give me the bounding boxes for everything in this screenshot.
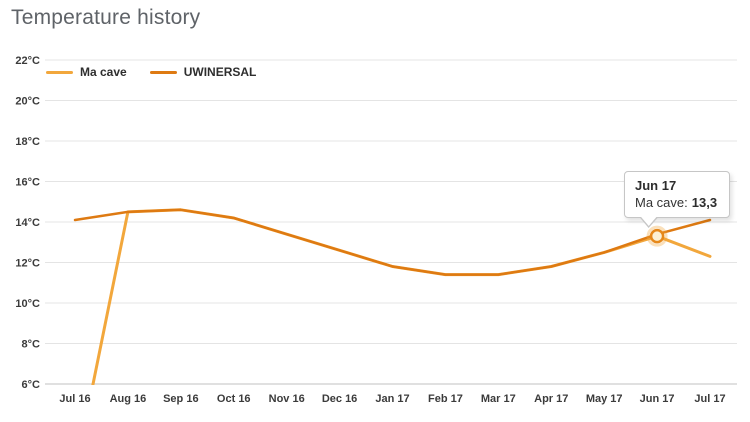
tooltip-value: 13,3: [691, 195, 718, 210]
tooltip-date: Jun 17: [635, 178, 677, 193]
legend-label-ma-cave: Ma cave: [80, 65, 127, 79]
highlight-marker-halo: [646, 225, 668, 247]
tooltip-value-row: Ma cave: 13,3: [635, 195, 719, 210]
series-line-ma-cave[interactable]: [75, 208, 712, 422]
y-axis-tick-label: 6°C: [22, 379, 41, 391]
ma-cave-line-swatch: [46, 70, 73, 74]
y-axis-tick-label: 18°C: [15, 136, 40, 148]
chart-title: Temperature history: [11, 6, 201, 29]
y-axis-tick-label: 14°C: [15, 217, 40, 229]
legend-item-uwinersal[interactable]: UWINERSAL: [149, 65, 257, 79]
y-axis-tick-label: 20°C: [15, 96, 40, 108]
highlight-marker[interactable]: [649, 228, 665, 244]
legend-item-ma-cave[interactable]: Ma cave: [46, 65, 127, 79]
x-axis-tick-label: Jun 17: [640, 393, 675, 405]
x-axis-tick-label: Aug 16: [110, 393, 147, 405]
tooltip-series-label: Ma cave:: [635, 195, 688, 210]
x-axis-tick-label: May 17: [586, 393, 623, 405]
chart-tooltip: Jun 17 Ma cave: 13,3: [624, 171, 730, 218]
chart-legend: Ma cave UWINERSAL: [46, 65, 256, 79]
x-axis-tick-label: Jan 17: [375, 393, 409, 405]
y-axis-tick-label: 16°C: [15, 177, 40, 189]
x-axis-tick-label: Jul 17: [694, 393, 725, 405]
x-axis-tick-label: Mar 17: [481, 393, 516, 405]
y-axis-tick-label: 8°C: [22, 339, 41, 351]
y-axis-tick-label: 12°C: [15, 258, 40, 270]
x-axis-tick-label: Apr 17: [534, 393, 568, 405]
x-axis-tick-label: Oct 16: [217, 393, 251, 405]
x-axis-tick-label: Nov 16: [269, 393, 305, 405]
x-axis-tick-label: Jul 16: [59, 393, 90, 405]
y-axis-tick-label: 22°C: [15, 55, 40, 67]
legend-label-uwinersal: UWINERSAL: [183, 65, 257, 79]
x-axis-tick-label: Dec 16: [322, 393, 357, 405]
x-axis-tick-label: Sep 16: [163, 393, 198, 405]
uwinersal-line-swatch: [149, 70, 177, 74]
x-axis-tick-label: Feb 17: [428, 393, 463, 405]
y-axis-tick-label: 10°C: [15, 298, 40, 310]
series-line-uwinersal[interactable]: [73, 208, 712, 276]
